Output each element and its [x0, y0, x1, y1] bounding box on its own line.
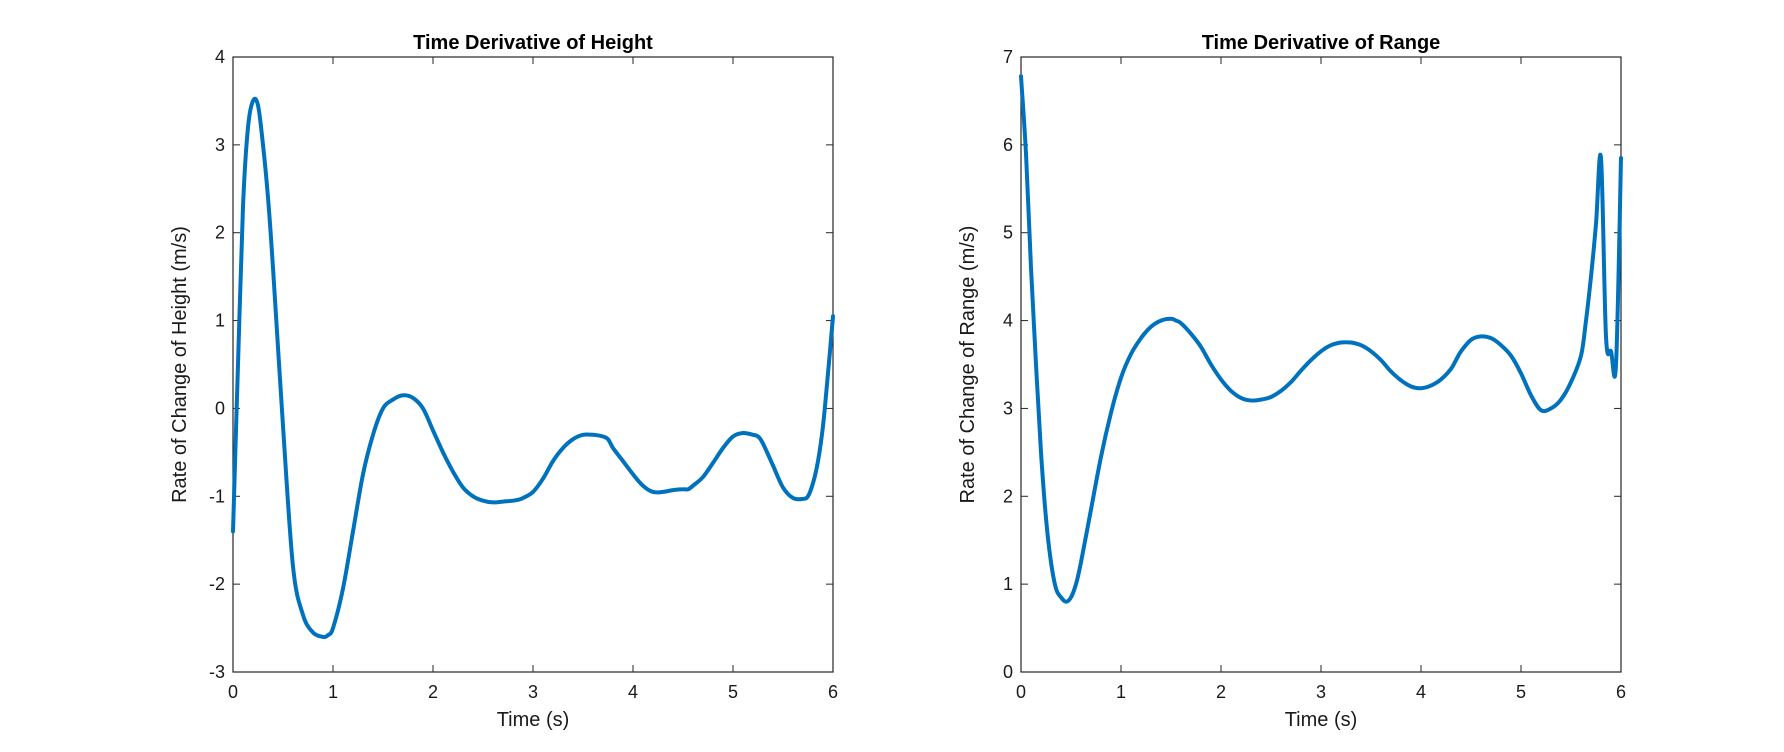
x-tick-label: 3	[1316, 682, 1326, 702]
series-line	[231, 96, 835, 639]
x-tick-label: 2	[1216, 682, 1226, 702]
x-tick-label: 3	[528, 682, 538, 702]
y-tick-label: 4	[1003, 311, 1013, 331]
ticks-group: 0 1 2 3 4 5 6 0 1 2 3 4 5 6 7	[1003, 47, 1626, 702]
x-tick-label: 0	[1016, 682, 1026, 702]
x-tick-label: 1	[328, 682, 338, 702]
x-tick-label: 6	[828, 682, 838, 702]
x-tick-label: 4	[1416, 682, 1426, 702]
y-tick-label: 4	[215, 47, 225, 67]
y-tick-label: -3	[209, 662, 225, 682]
y-tick-label: 3	[215, 135, 225, 155]
x-tick-label: 1	[1116, 682, 1126, 702]
y-tick-label: 2	[1003, 486, 1013, 506]
series-group	[231, 96, 835, 639]
y-tick-label: -1	[209, 486, 225, 506]
y-axis-label: Rate of Change of Range (m/s)	[957, 226, 979, 504]
plot-frame	[232, 56, 834, 673]
plot-frame	[1020, 56, 1622, 673]
y-tick-label: 0	[215, 398, 225, 418]
ticks-group: 0 1 2 3 4 5 6 -3 -2 -1 0 1 2 3 4	[209, 47, 838, 702]
height-derivative-plot: Time Derivative of Height Time (s) Rate …	[169, 32, 838, 731]
chart-title: Time Derivative of Range	[1202, 32, 1441, 54]
x-tick-label: 2	[428, 682, 438, 702]
x-tick-label: 5	[728, 682, 738, 702]
x-tick-label: 0	[228, 682, 238, 702]
range-derivative-plot: Time Derivative of Range Time (s) Rate o…	[957, 32, 1626, 731]
chart-title: Time Derivative of Height	[413, 32, 653, 54]
x-axis-label: Time (s)	[1285, 709, 1358, 731]
y-tick-label: -2	[209, 574, 225, 594]
x-axis-label: Time (s)	[497, 709, 570, 731]
y-tick-label: 0	[1003, 662, 1013, 682]
y-tick-label: 2	[215, 223, 225, 243]
y-tick-label: 1	[1003, 574, 1013, 594]
x-tick-label: 4	[628, 682, 638, 702]
y-tick-label: 7	[1003, 47, 1013, 67]
series-group	[1019, 74, 1623, 604]
x-tick-label: 5	[1516, 682, 1526, 702]
y-axis-label: Rate of Change of Height (m/s)	[169, 226, 191, 503]
x-tick-label: 6	[1616, 682, 1626, 702]
y-tick-label: 6	[1003, 135, 1013, 155]
series-line	[1019, 74, 1623, 604]
y-tick-label: 1	[215, 311, 225, 331]
y-tick-label: 5	[1003, 223, 1013, 243]
y-tick-label: 3	[1003, 398, 1013, 418]
